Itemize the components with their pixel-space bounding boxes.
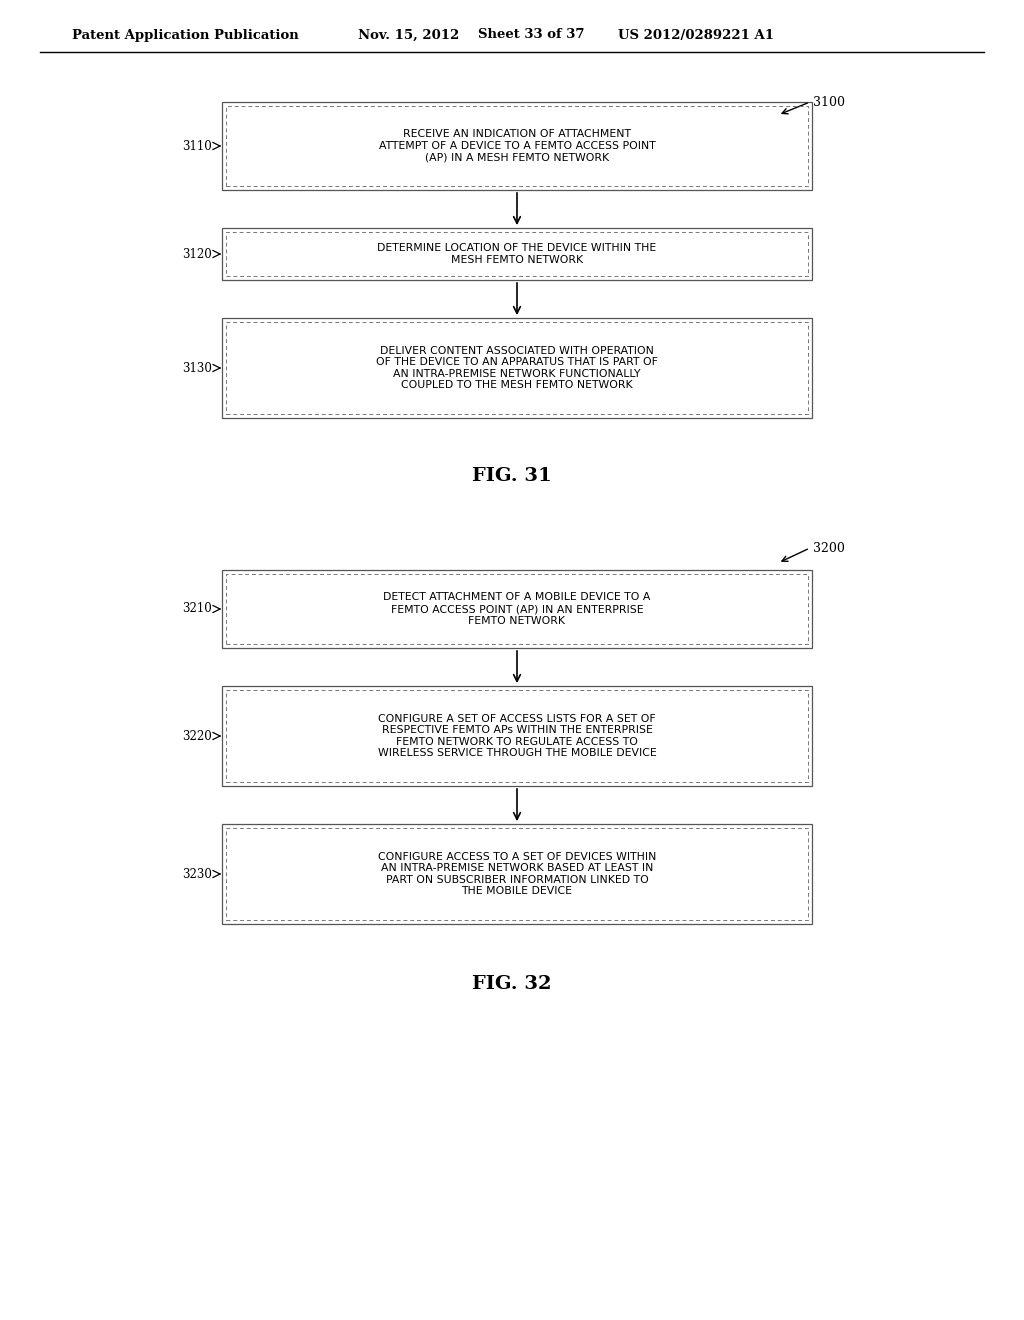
Bar <box>226 828 808 920</box>
Bar <box>226 574 808 644</box>
Bar <box>222 102 812 190</box>
Text: Patent Application Publication: Patent Application Publication <box>72 29 299 41</box>
Text: 3210: 3210 <box>182 602 212 615</box>
Text: RECEIVE AN INDICATION OF ATTACHMENT
ATTEMPT OF A DEVICE TO A FEMTO ACCESS POINT
: RECEIVE AN INDICATION OF ATTACHMENT ATTE… <box>379 129 655 162</box>
Bar <box>222 824 812 924</box>
Text: DETERMINE LOCATION OF THE DEVICE WITHIN THE
MESH FEMTO NETWORK: DETERMINE LOCATION OF THE DEVICE WITHIN … <box>378 243 656 265</box>
Bar <box>226 690 808 781</box>
Text: DELIVER CONTENT ASSOCIATED WITH OPERATION
OF THE DEVICE TO AN APPARATUS THAT IS : DELIVER CONTENT ASSOCIATED WITH OPERATIO… <box>376 346 658 391</box>
Text: 3110: 3110 <box>182 140 212 153</box>
Bar <box>226 322 808 414</box>
Text: Sheet 33 of 37: Sheet 33 of 37 <box>478 29 585 41</box>
Text: 3130: 3130 <box>182 362 212 375</box>
Text: 3100: 3100 <box>813 95 845 108</box>
Bar <box>222 570 812 648</box>
Text: 3230: 3230 <box>182 867 212 880</box>
Text: FIG. 32: FIG. 32 <box>472 975 552 993</box>
Text: 3200: 3200 <box>813 541 845 554</box>
Text: DETECT ATTACHMENT OF A MOBILE DEVICE TO A
FEMTO ACCESS POINT (AP) IN AN ENTERPRI: DETECT ATTACHMENT OF A MOBILE DEVICE TO … <box>383 593 650 626</box>
Bar <box>226 106 808 186</box>
Text: 3220: 3220 <box>182 730 212 742</box>
Text: Nov. 15, 2012: Nov. 15, 2012 <box>358 29 459 41</box>
Text: 3120: 3120 <box>182 248 212 260</box>
Bar <box>222 228 812 280</box>
Text: CONFIGURE A SET OF ACCESS LISTS FOR A SET OF
RESPECTIVE FEMTO APs WITHIN THE ENT: CONFIGURE A SET OF ACCESS LISTS FOR A SE… <box>378 714 656 759</box>
Text: CONFIGURE ACCESS TO A SET OF DEVICES WITHIN
AN INTRA-PREMISE NETWORK BASED AT LE: CONFIGURE ACCESS TO A SET OF DEVICES WIT… <box>378 851 656 896</box>
Bar <box>222 318 812 418</box>
Bar <box>222 686 812 785</box>
Text: US 2012/0289221 A1: US 2012/0289221 A1 <box>618 29 774 41</box>
Bar <box>226 232 808 276</box>
Text: FIG. 31: FIG. 31 <box>472 467 552 484</box>
